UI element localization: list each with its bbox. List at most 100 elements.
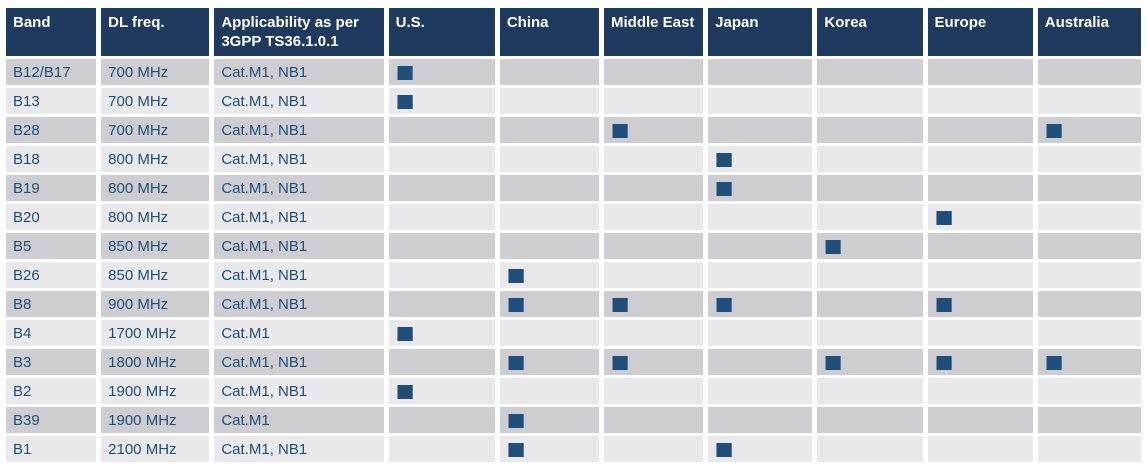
column-header-band: Band (6, 8, 97, 56)
region-cell-china (499, 204, 599, 230)
band-cell: B28 (6, 117, 97, 143)
region-cell-korea (817, 262, 923, 288)
region-cell-china (499, 117, 599, 143)
region-cell-middle-east (604, 407, 704, 433)
region-marker-square-icon (507, 442, 524, 457)
region-cell-japan (708, 262, 813, 288)
region-cell-u-s (388, 146, 495, 172)
region-cell-europe (927, 378, 1033, 404)
region-cell-europe (927, 59, 1033, 85)
region-cell-europe (927, 204, 1033, 230)
region-cell-japan (708, 59, 813, 85)
region-marker-square-icon (396, 65, 413, 80)
band-cell: B26 (6, 262, 97, 288)
dl-freq-cell: 1700 MHz (101, 320, 210, 346)
region-marker-square-icon (507, 413, 524, 428)
region-marker-square-icon (612, 297, 628, 312)
region-cell-korea (817, 233, 923, 259)
column-header-applicability: Applicability as per 3GPP TS36.1.0.1 (214, 8, 384, 56)
table-row: B1 2100 MHz Cat.M1, NB1 (6, 436, 1141, 462)
region-cell-korea (817, 59, 923, 85)
table-row: B12/B17 700 MHz Cat.M1, NB1 (6, 59, 1141, 85)
region-cell-japan (708, 349, 813, 375)
region-cell-europe (927, 117, 1033, 143)
region-cell-u-s (388, 291, 495, 317)
dl-freq-cell: 850 MHz (101, 262, 210, 288)
region-cell-japan (708, 146, 813, 172)
dl-freq-cell: 900 MHz (101, 291, 210, 317)
region-cell-japan (708, 204, 813, 230)
band-cell: B20 (6, 204, 97, 230)
applicability-cell: Cat.M1, NB1 (214, 349, 384, 375)
region-cell-korea (817, 291, 923, 317)
applicability-cell: Cat.M1, NB1 (214, 262, 384, 288)
region-marker-square-icon (716, 442, 733, 457)
applicability-cell: Cat.M1, NB1 (214, 436, 384, 462)
region-cell-japan (708, 88, 813, 114)
region-marker-square-icon (716, 297, 733, 312)
applicability-cell: Cat.M1, NB1 (214, 204, 384, 230)
region-cell-europe (927, 291, 1033, 317)
region-cell-korea (817, 320, 923, 346)
region-marker-square-icon (612, 123, 628, 138)
region-cell-china (499, 262, 599, 288)
applicability-cell: Cat.M1, NB1 (214, 146, 384, 172)
region-cell-australia (1037, 436, 1141, 462)
region-cell-korea (817, 175, 923, 201)
applicability-cell: Cat.M1 (214, 320, 384, 346)
region-cell-japan (708, 378, 813, 404)
region-cell-europe (927, 436, 1033, 462)
region-cell-middle-east (604, 262, 704, 288)
region-cell-u-s (388, 262, 495, 288)
region-marker-square-icon (1045, 123, 1062, 138)
region-cell-europe (927, 233, 1033, 259)
applicability-cell: Cat.M1, NB1 (214, 175, 384, 201)
region-cell-china (499, 59, 599, 85)
applicability-cell: Cat.M1, NB1 (214, 88, 384, 114)
region-cell-europe (927, 175, 1033, 201)
column-header-korea: Korea (817, 8, 923, 56)
region-cell-u-s (388, 88, 495, 114)
region-cell-middle-east (604, 320, 704, 346)
region-cell-u-s (388, 175, 495, 201)
band-cell: B18 (6, 146, 97, 172)
region-cell-u-s (388, 204, 495, 230)
region-cell-australia (1037, 262, 1141, 288)
table-row: B13 700 MHz Cat.M1, NB1 (6, 88, 1141, 114)
table-row: B18 800 MHz Cat.M1, NB1 (6, 146, 1141, 172)
applicability-cell: Cat.M1, NB1 (214, 117, 384, 143)
region-cell-australia (1037, 146, 1141, 172)
region-marker-square-icon (396, 326, 413, 341)
region-marker-square-icon (507, 268, 524, 283)
band-applicability-table: Band DL freq. Applicability as per 3GPP … (1, 5, 1146, 465)
dl-freq-cell: 800 MHz (101, 204, 210, 230)
region-cell-australia (1037, 349, 1141, 375)
dl-freq-cell: 1800 MHz (101, 349, 210, 375)
region-cell-china (499, 436, 599, 462)
table-row: B20 800 MHz Cat.M1, NB1 (6, 204, 1141, 230)
region-marker-square-icon (716, 152, 733, 167)
region-cell-middle-east (604, 349, 704, 375)
dl-freq-cell: 2100 MHz (101, 436, 210, 462)
region-cell-australia (1037, 378, 1141, 404)
region-cell-europe (927, 407, 1033, 433)
dl-freq-cell: 800 MHz (101, 146, 210, 172)
region-cell-australia (1037, 407, 1141, 433)
region-cell-china (499, 407, 599, 433)
band-cell: B2 (6, 378, 97, 404)
table-row: B39 1900 MHz Cat.M1 (6, 407, 1141, 433)
region-marker-square-icon (825, 355, 842, 370)
region-cell-china (499, 146, 599, 172)
region-cell-middle-east (604, 146, 704, 172)
region-cell-australia (1037, 175, 1141, 201)
region-cell-europe (927, 146, 1033, 172)
dl-freq-cell: 1900 MHz (101, 407, 210, 433)
region-cell-korea (817, 349, 923, 375)
table-row: B26 850 MHz Cat.M1, NB1 (6, 262, 1141, 288)
region-marker-square-icon (396, 94, 413, 109)
region-cell-u-s (388, 407, 495, 433)
region-cell-japan (708, 233, 813, 259)
region-cell-europe (927, 320, 1033, 346)
band-cell: B1 (6, 436, 97, 462)
region-marker-square-icon (935, 297, 952, 312)
